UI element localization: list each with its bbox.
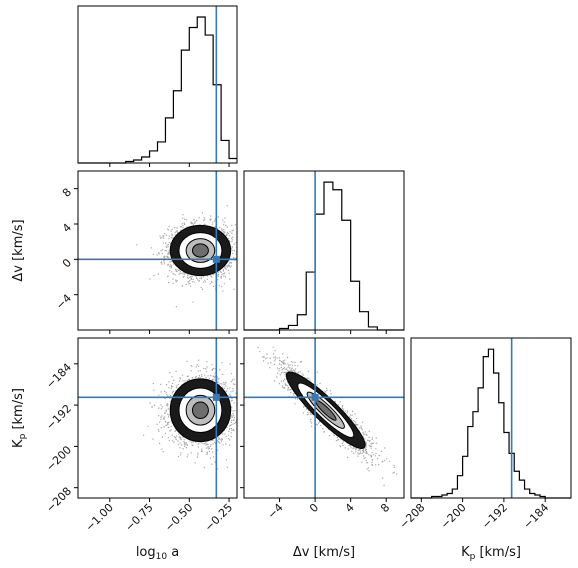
histogram-step xyxy=(78,16,237,164)
histogram-dv xyxy=(244,171,404,331)
histogram-step xyxy=(411,348,571,499)
density-contour xyxy=(191,401,209,420)
x-tick-label: −4 xyxy=(265,501,286,522)
y-tick-label: 0 xyxy=(60,256,74,270)
scatter-loga-kp xyxy=(78,338,237,498)
scatter-loga-dv xyxy=(78,171,237,330)
panel-frame xyxy=(77,337,238,499)
y-tick-label: −200 xyxy=(44,443,75,474)
x-tick-label: 0 xyxy=(307,501,321,515)
panel-frame xyxy=(410,337,572,499)
x-tick-label: −184 xyxy=(521,501,552,532)
panel-frame xyxy=(77,170,238,331)
x-tick-label: −0.50 xyxy=(162,501,195,534)
y-tick-label: 8 xyxy=(60,186,74,200)
x-tick-label: −0.75 xyxy=(123,501,156,534)
histogram-step xyxy=(244,181,404,331)
y-tick-label: 4 xyxy=(60,221,74,235)
x-tick-label: −208 xyxy=(397,501,428,532)
density-contour xyxy=(191,243,209,258)
x-tick-label: −0.25 xyxy=(202,501,235,534)
x-tick-label: 4 xyxy=(343,501,357,515)
x-tick-label: −200 xyxy=(438,501,469,532)
scatter-dv-kp xyxy=(244,338,404,498)
x-tick-label: 8 xyxy=(378,501,392,515)
truth-marker xyxy=(311,393,319,401)
truth-marker xyxy=(212,393,220,401)
y-tick-label: −184 xyxy=(44,361,75,392)
y-tick-label: −4 xyxy=(53,292,74,313)
y-tick-label: −192 xyxy=(44,402,75,433)
histogram-loga xyxy=(78,6,237,164)
y-axis-label-kp: Kp [km/s] xyxy=(11,388,28,448)
x-axis-label-dv: Δv [km/s] xyxy=(293,545,355,560)
panel-frame xyxy=(243,337,405,499)
panel-frame xyxy=(77,5,238,164)
histogram-kp xyxy=(411,338,571,499)
x-tick-label: −192 xyxy=(479,501,510,532)
y-axis-label-dv: Δv [km/s] xyxy=(11,219,26,281)
x-tick-label: −1.00 xyxy=(83,501,116,534)
x-axis-label-kp: Kp [km/s] xyxy=(461,545,521,562)
truth-marker xyxy=(212,255,220,263)
y-tick-label: −208 xyxy=(44,485,75,516)
panel-frame xyxy=(243,170,405,331)
x-axis-label-loga: log10 a xyxy=(136,545,179,562)
